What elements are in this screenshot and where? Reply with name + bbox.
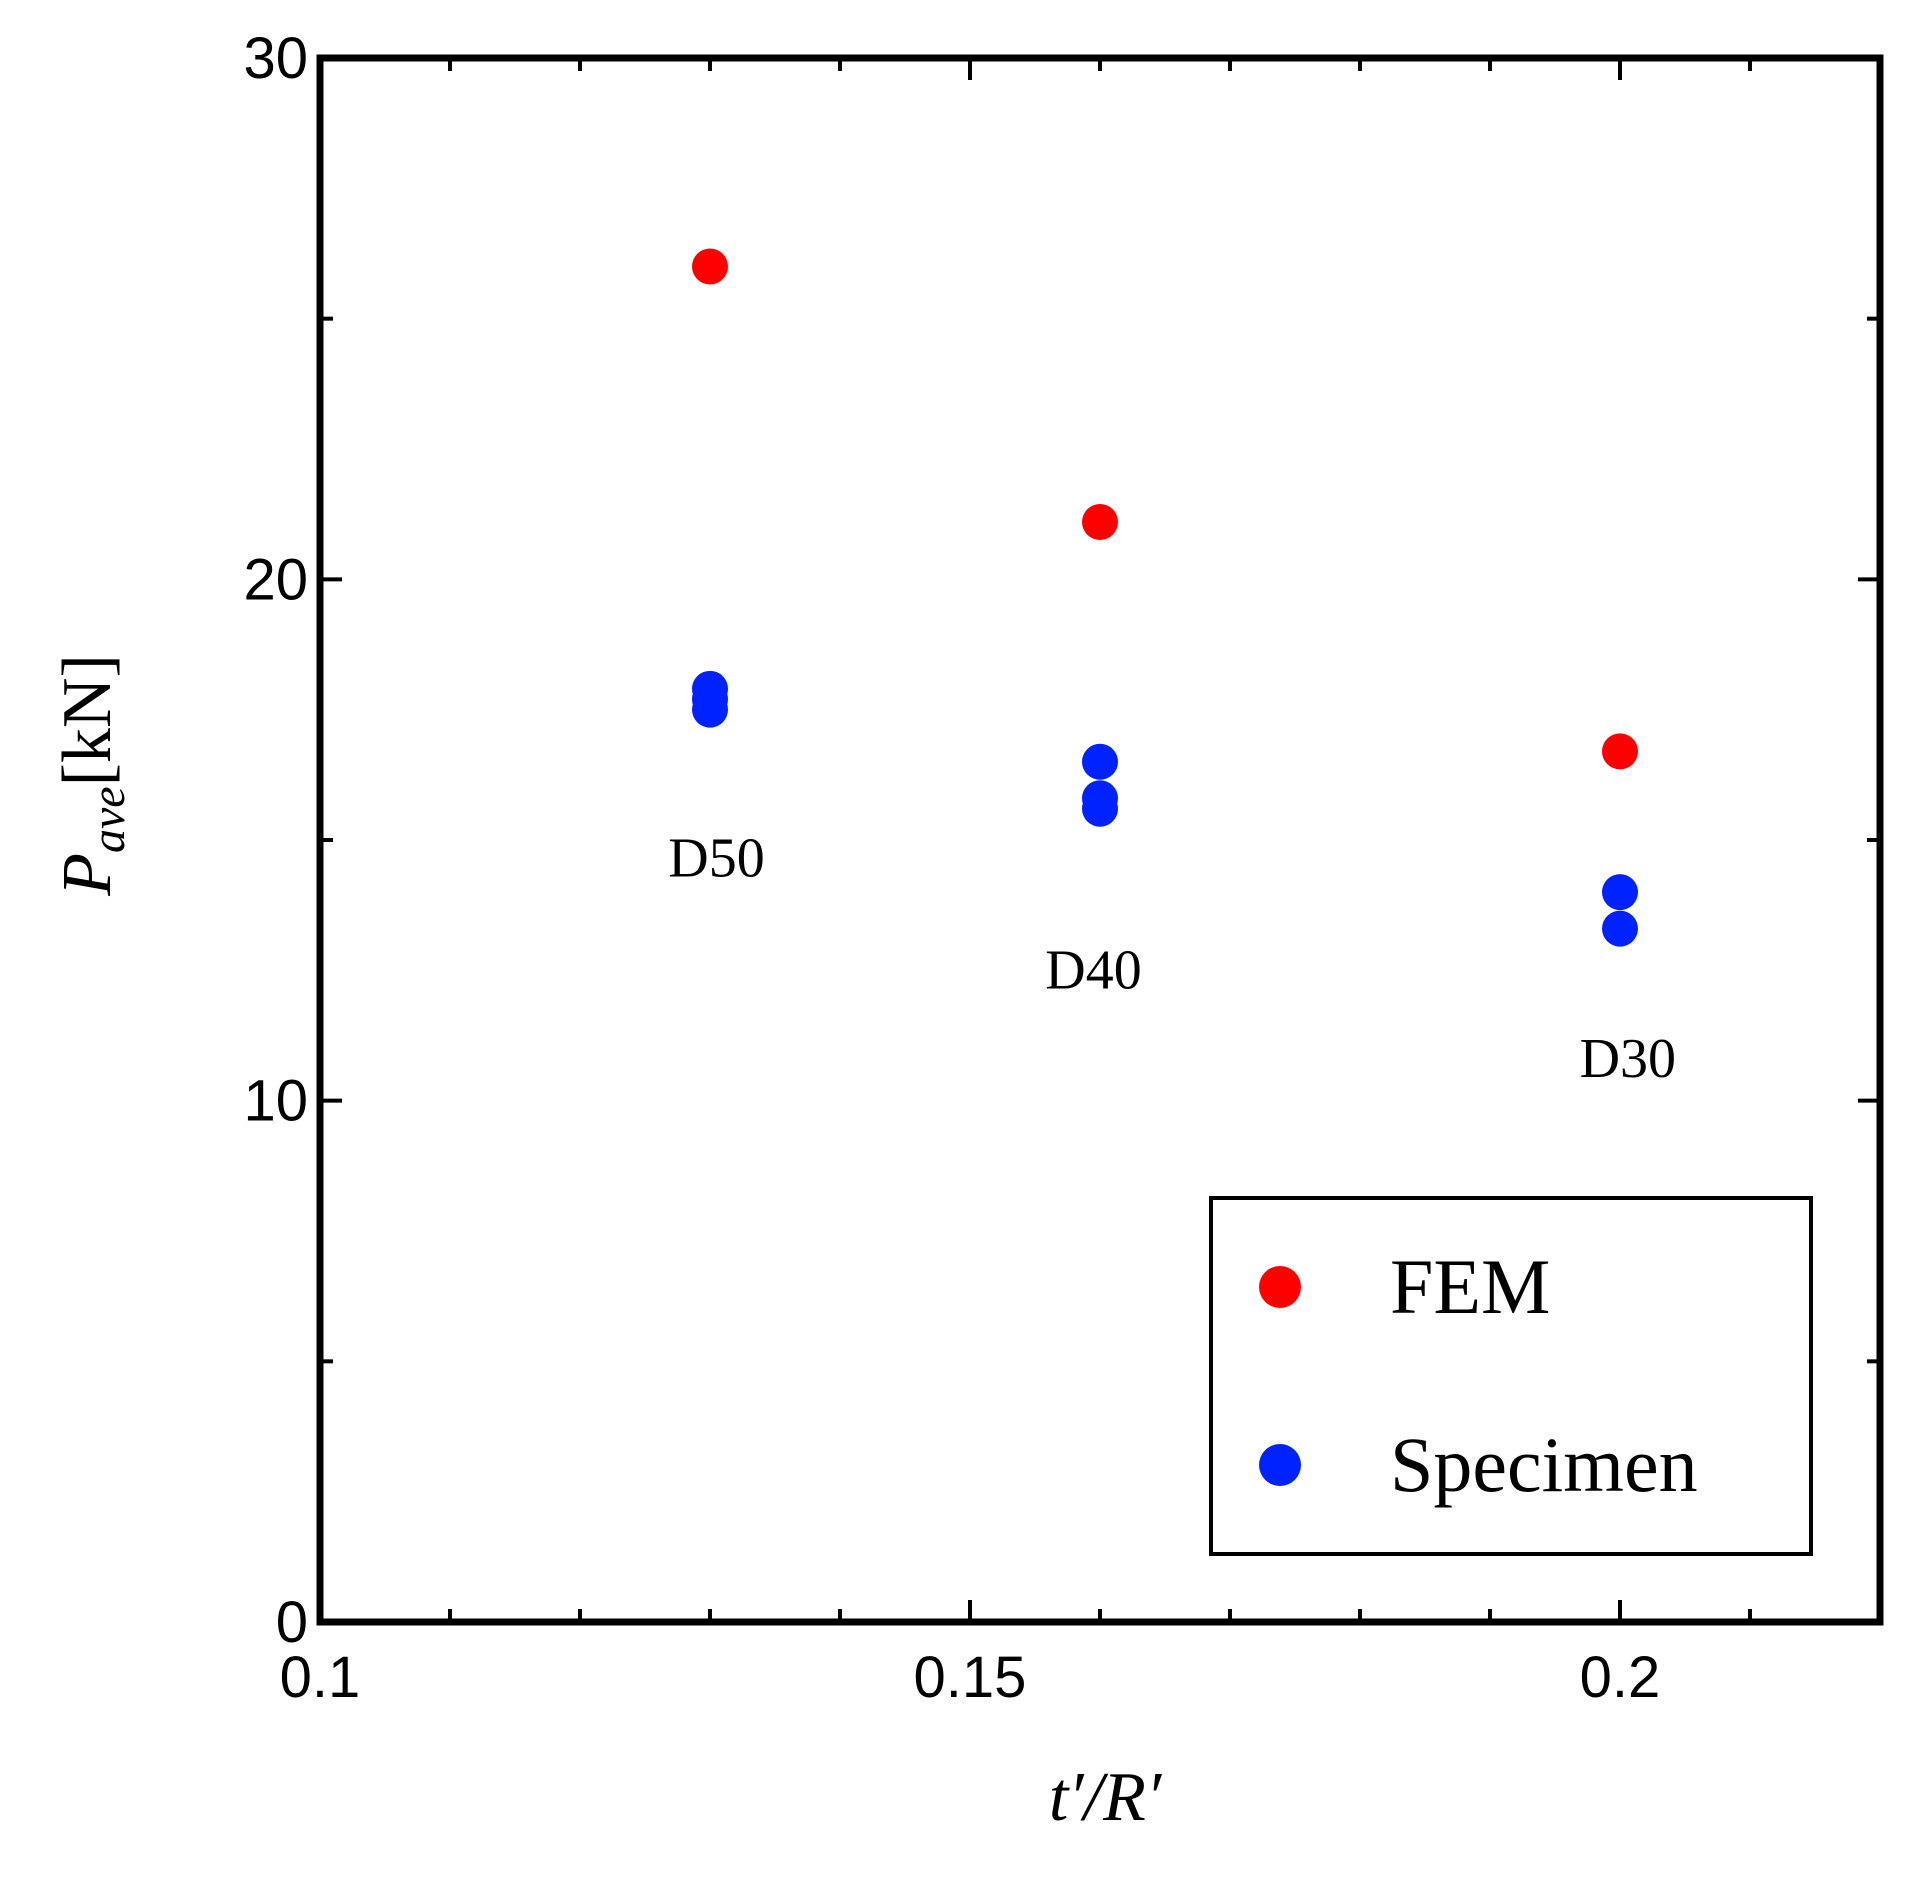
data-points-layer [692,248,1638,947]
data-point-specimen [692,691,728,728]
y-tick-label: 10 [243,1069,308,1134]
data-point-fem [1602,733,1638,770]
y-axis-label-main: P [49,853,126,897]
legend-marker-fem [1259,1266,1301,1308]
legend-marker-specimen [1259,1444,1301,1486]
legend-label-specimen: Specimen [1390,1421,1698,1508]
axis-ticks-layer [318,56,1880,1624]
legend: FEM Specimen [1209,1196,1813,1556]
data-point-fem [692,248,728,285]
data-point-specimen [1082,790,1118,827]
data-point-fem [1082,503,1118,540]
legend-box [1209,1196,1813,1556]
x-tick-label: 0.15 [914,1645,1027,1710]
y-axis-label-subscript: ave [82,786,135,853]
x-tick-label: 0.2 [1580,1645,1661,1710]
annotations-layer: D50 D40 D30 [668,827,1676,1090]
data-point-specimen [1602,910,1638,947]
data-point-specimen [1082,743,1118,780]
y-axis-label: Pave[kN] [49,654,135,897]
y-axis-label-unit: [kN] [49,654,126,786]
tick-labels-layer: 0.1 0.15 0.2 0 10 20 30 [243,26,1660,1710]
y-tick-label: 0 [276,1590,308,1655]
annotation-d30: D30 [1580,1028,1676,1090]
x-tick-label: 0.1 [280,1645,361,1710]
y-tick-label: 20 [243,547,308,612]
y-tick-label: 30 [243,26,308,91]
x-axis-label: t′/R′ [1049,1759,1163,1836]
data-point-specimen [1602,874,1638,911]
annotation-d50: D50 [668,827,764,889]
annotation-d40: D40 [1045,940,1141,1002]
legend-label-fem: FEM [1390,1243,1550,1330]
